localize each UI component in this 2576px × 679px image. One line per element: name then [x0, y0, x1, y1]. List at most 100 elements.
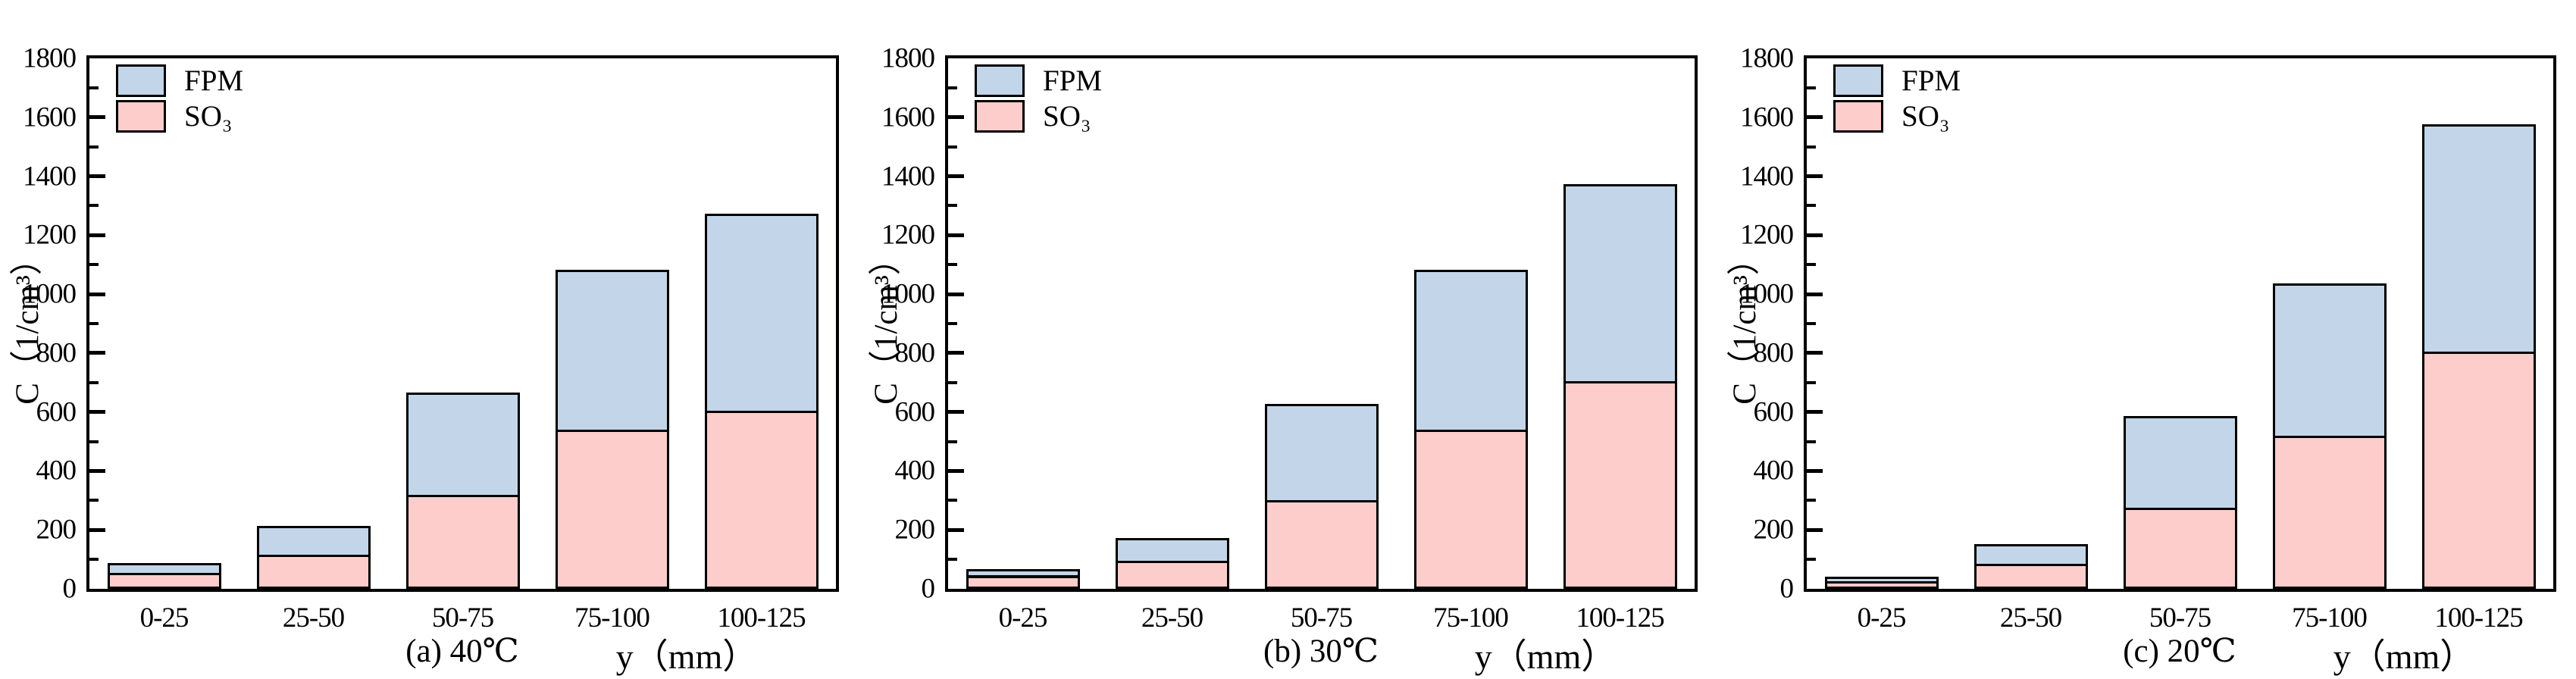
legend-label-fpm: FPM — [1043, 64, 1103, 97]
y-major-tick — [1807, 527, 1823, 532]
x-axis-label: y（mm） — [615, 637, 758, 676]
x-tick-label: 100-125 — [717, 602, 806, 634]
y-tick-label: 200 — [1753, 514, 1795, 546]
y-tick-label: 800 — [1753, 337, 1795, 369]
y-minor-tick — [1807, 440, 1816, 443]
y-tick-label: 1000 — [881, 278, 935, 310]
y-minor-tick — [948, 322, 957, 325]
y-major-tick — [948, 115, 964, 120]
y-minor-tick — [1807, 322, 1816, 325]
y-axis-label: C（1/cm³） — [1727, 242, 1763, 405]
bar-fpm-segment — [2123, 415, 2237, 511]
bar-fpm-segment — [2421, 124, 2536, 354]
y-major-tick — [89, 527, 105, 532]
y-tick-label: 0 — [921, 573, 936, 605]
y-tick-label: 600 — [1753, 396, 1795, 428]
bar-fpm-segment — [256, 526, 371, 558]
plot-frame — [1804, 55, 2556, 592]
y-tick-label: 1800 — [881, 42, 935, 74]
y-tick-label: 400 — [36, 455, 77, 487]
x-tick-label: 75-100 — [2292, 602, 2368, 634]
y-major-tick — [89, 410, 105, 415]
y-minor-tick — [1807, 263, 1816, 267]
legend-label-so3: SO₃ — [1043, 100, 1091, 133]
x-tick-label: 0-25 — [139, 602, 189, 634]
y-minor-tick — [89, 145, 99, 149]
x-tick-label: 100-125 — [1576, 602, 1664, 634]
bar-fpm-segment — [405, 392, 520, 497]
y-tick-label: 1600 — [23, 102, 77, 133]
y-minor-tick — [89, 499, 99, 502]
panel-caption: (a) 40℃ — [405, 634, 519, 669]
y-tick-label: 800 — [36, 337, 77, 369]
bar-fpm-segment — [966, 568, 1080, 578]
y-minor-tick — [89, 263, 99, 267]
bar-so3-segment — [1264, 500, 1379, 589]
y-tick-label: 1200 — [1740, 219, 1794, 251]
bar-so3-segment — [1563, 380, 1677, 589]
bar-so3-segment — [555, 430, 669, 589]
x-tick-label: 25-50 — [1141, 602, 1203, 634]
x-axis-label: y（mm） — [2333, 637, 2475, 676]
y-major-tick — [1807, 468, 1823, 473]
y-minor-tick — [948, 145, 957, 149]
y-major-tick — [948, 410, 964, 415]
bar-fpm-segment — [1413, 270, 1528, 432]
y-tick-label: 1400 — [1740, 161, 1794, 192]
y-major-tick — [948, 174, 964, 179]
y-minor-tick — [1807, 204, 1816, 208]
y-tick-label: 1600 — [881, 102, 935, 133]
y-minor-tick — [948, 204, 957, 208]
y-major-tick — [948, 351, 964, 355]
y-tick-label: 1200 — [23, 219, 77, 251]
y-major-tick — [1807, 115, 1823, 120]
y-minor-tick — [1807, 558, 1816, 562]
y-axis-label: C（1/cm³） — [10, 242, 45, 405]
y-minor-tick — [948, 86, 957, 89]
x-tick-label: 50-75 — [1290, 602, 1353, 634]
y-axis-label: C（1/cm³） — [869, 242, 904, 405]
y-major-tick — [1807, 351, 1823, 355]
y-minor-tick — [948, 558, 957, 562]
y-tick-label: 1200 — [881, 219, 935, 251]
panel-caption: (c) 20℃ — [2123, 634, 2236, 669]
y-tick-label: 0 — [1779, 573, 1795, 605]
x-tick-label: 0-25 — [998, 602, 1048, 634]
y-tick-label: 1400 — [23, 161, 77, 192]
legend-swatch-so3 — [1833, 100, 1883, 133]
x-tick-label: 25-50 — [282, 602, 345, 634]
x-tick-label: 75-100 — [574, 602, 650, 634]
chart-panel-a: C（1/cm³） 0 200 400 600 800 1000 1200 1400 1600 180… — [0, 0, 859, 676]
y-minor-tick — [89, 558, 99, 562]
legend-label-so3: SO₃ — [184, 100, 233, 133]
bar-fpm-segment — [1264, 404, 1379, 503]
y-tick-label: 1800 — [1740, 42, 1794, 74]
y-major-tick — [89, 233, 105, 237]
y-tick-label: 1800 — [23, 42, 77, 74]
y-minor-tick — [1807, 86, 1816, 89]
y-major-tick — [89, 468, 105, 473]
y-major-tick — [89, 351, 105, 355]
y-tick-label: 600 — [894, 396, 936, 428]
legend-label-fpm: FPM — [184, 64, 244, 97]
legend-label-so3: SO₃ — [1901, 100, 1950, 133]
legend-swatch-so3 — [975, 100, 1025, 133]
y-minor-tick — [89, 322, 99, 325]
bar-fpm-segment — [1563, 184, 1677, 383]
bar-so3-segment — [256, 555, 371, 589]
bar-fpm-segment — [2272, 283, 2387, 438]
y-tick-label: 200 — [894, 514, 936, 546]
chart-panel-b: C（1/cm³） 0 200 400 600 800 1000 1200 1400 1600 180… — [859, 0, 1717, 676]
y-minor-tick — [948, 440, 957, 443]
panel-caption: (b) 30℃ — [1263, 634, 1379, 669]
y-minor-tick — [948, 380, 957, 384]
bar-fpm-segment — [555, 270, 669, 432]
y-major-tick — [1807, 410, 1823, 415]
legend-swatch-so3 — [116, 100, 166, 133]
y-major-tick — [1807, 233, 1823, 237]
y-minor-tick — [1807, 380, 1816, 384]
y-tick-label: 1400 — [881, 161, 935, 192]
bar-so3-segment — [704, 410, 818, 589]
bar-so3-segment — [1413, 430, 1528, 589]
x-tick-label: 0-25 — [1857, 602, 1907, 634]
